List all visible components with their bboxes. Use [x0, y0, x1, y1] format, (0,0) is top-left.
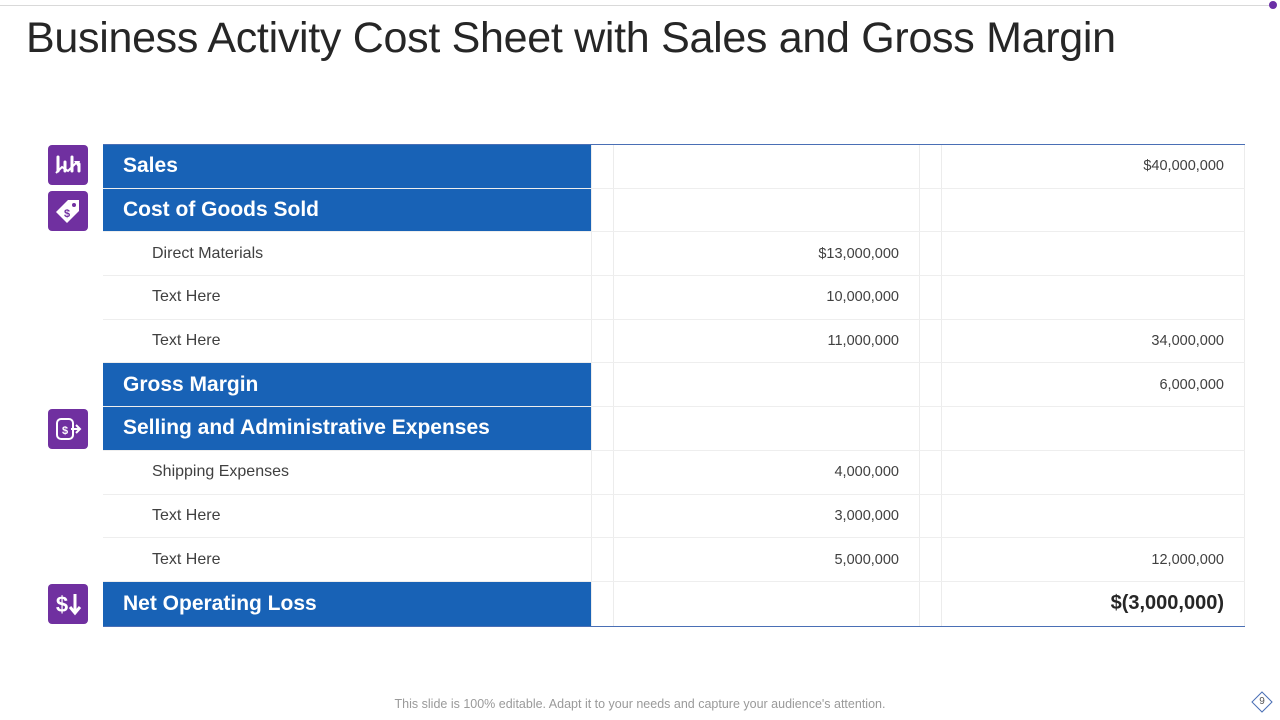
table-row: Selling and Administrative Expenses [103, 407, 1245, 451]
row-label-selling-admin-expenses: Selling and Administrative Expenses [103, 407, 591, 450]
column-gap [919, 232, 942, 276]
table-row: Cost of Goods Sold [103, 188, 1245, 233]
table-row: Text Here 5,000,000 12,000,000 [103, 538, 1245, 582]
column-gap [919, 450, 942, 494]
footer-note: This slide is 100% editable. Adapt it to… [394, 697, 886, 711]
top-dot-decoration [1269, 1, 1277, 9]
column-gap [919, 276, 942, 319]
row-label-text-here: Text Here [152, 550, 221, 568]
price-tag-icon: $ [48, 191, 88, 231]
table-row: Direct Materials $13,000,000 [103, 232, 1245, 277]
column-gap [919, 145, 942, 188]
amount-col1: 3,000,000 [834, 507, 899, 524]
row-label-shipping-expenses: Shipping Expenses [152, 463, 289, 481]
amount-col1: 11,000,000 [827, 333, 900, 350]
cost-sheet-table: Sales $40,000,000 Cost of Goods Sold Dir… [103, 144, 1245, 627]
column-gap [591, 319, 614, 363]
column-gap [591, 145, 614, 188]
svg-text:$: $ [56, 592, 68, 617]
column-gap [919, 319, 942, 363]
column-gap [591, 407, 614, 450]
amount-col2: 6,000,000 [942, 363, 1245, 407]
table-row: Shipping Expenses 4,000,000 [103, 450, 1245, 495]
amount-col2 [942, 188, 1245, 232]
row-label-cost-of-goods-sold: Cost of Goods Sold [103, 188, 591, 232]
amount-col2 [942, 276, 1245, 319]
column-gap [591, 232, 614, 276]
amount-col1: 10,000,000 [826, 289, 899, 306]
column-gap [591, 276, 614, 319]
column-gap [591, 188, 614, 232]
net-operating-loss-total: $(3,000,000) [942, 581, 1245, 626]
row-label-text-here: Text Here [152, 288, 221, 306]
amount-col2 [942, 232, 1245, 276]
column-gap [591, 363, 614, 407]
table-row: Text Here 3,000,000 [103, 494, 1245, 539]
column-gap [591, 538, 614, 581]
column-gap [919, 538, 942, 581]
column-gap [919, 581, 942, 626]
page-number: 9 [1259, 696, 1265, 707]
amount-col2 [942, 494, 1245, 538]
column-gap [919, 363, 942, 407]
amount-col1 [614, 363, 919, 406]
amount-col1 [614, 407, 919, 450]
dollar-down-icon: $ [48, 584, 88, 624]
amount-col1: 4,000,000 [834, 464, 899, 481]
row-label-sales: Sales [103, 145, 591, 188]
amount-col1 [614, 145, 919, 188]
table-row: Gross Margin 6,000,000 [103, 363, 1245, 408]
amount-col2 [942, 450, 1245, 494]
top-divider [0, 5, 1272, 6]
column-gap [591, 494, 614, 538]
svg-text:$: $ [62, 425, 68, 437]
column-gap [919, 188, 942, 232]
row-label-text-here: Text Here [152, 506, 221, 524]
row-label-net-operating-loss: Net Operating Loss [103, 581, 591, 626]
table-row: Text Here 10,000,000 [103, 276, 1245, 320]
amount-col1: $13,000,000 [818, 245, 899, 262]
page-number-badge-icon [1251, 691, 1273, 713]
amount-col2 [942, 407, 1245, 450]
page-title: Business Activity Cost Sheet with Sales … [26, 14, 1116, 62]
table-row: Text Here 11,000,000 34,000,000 [103, 319, 1245, 364]
amount-col2: 12,000,000 [942, 538, 1245, 581]
table-row: Net Operating Loss $(3,000,000) [103, 581, 1245, 626]
amount-col2: $40,000,000 [942, 145, 1245, 188]
amount-col1 [614, 582, 919, 626]
table-row: Sales $40,000,000 [103, 145, 1245, 189]
row-label-text-here: Text Here [152, 332, 221, 350]
amount-col1 [614, 189, 919, 232]
row-label-gross-margin: Gross Margin [103, 363, 591, 407]
column-gap [591, 581, 614, 626]
amount-col1: 5,000,000 [834, 551, 899, 568]
row-label-direct-materials: Direct Materials [152, 244, 264, 262]
amount-col2: 34,000,000 [942, 319, 1245, 363]
chart-down-icon [48, 145, 88, 185]
column-gap [591, 450, 614, 494]
svg-text:$: $ [64, 208, 70, 220]
money-transfer-icon: $ [48, 409, 88, 449]
column-gap [919, 494, 942, 538]
column-gap [919, 407, 942, 450]
